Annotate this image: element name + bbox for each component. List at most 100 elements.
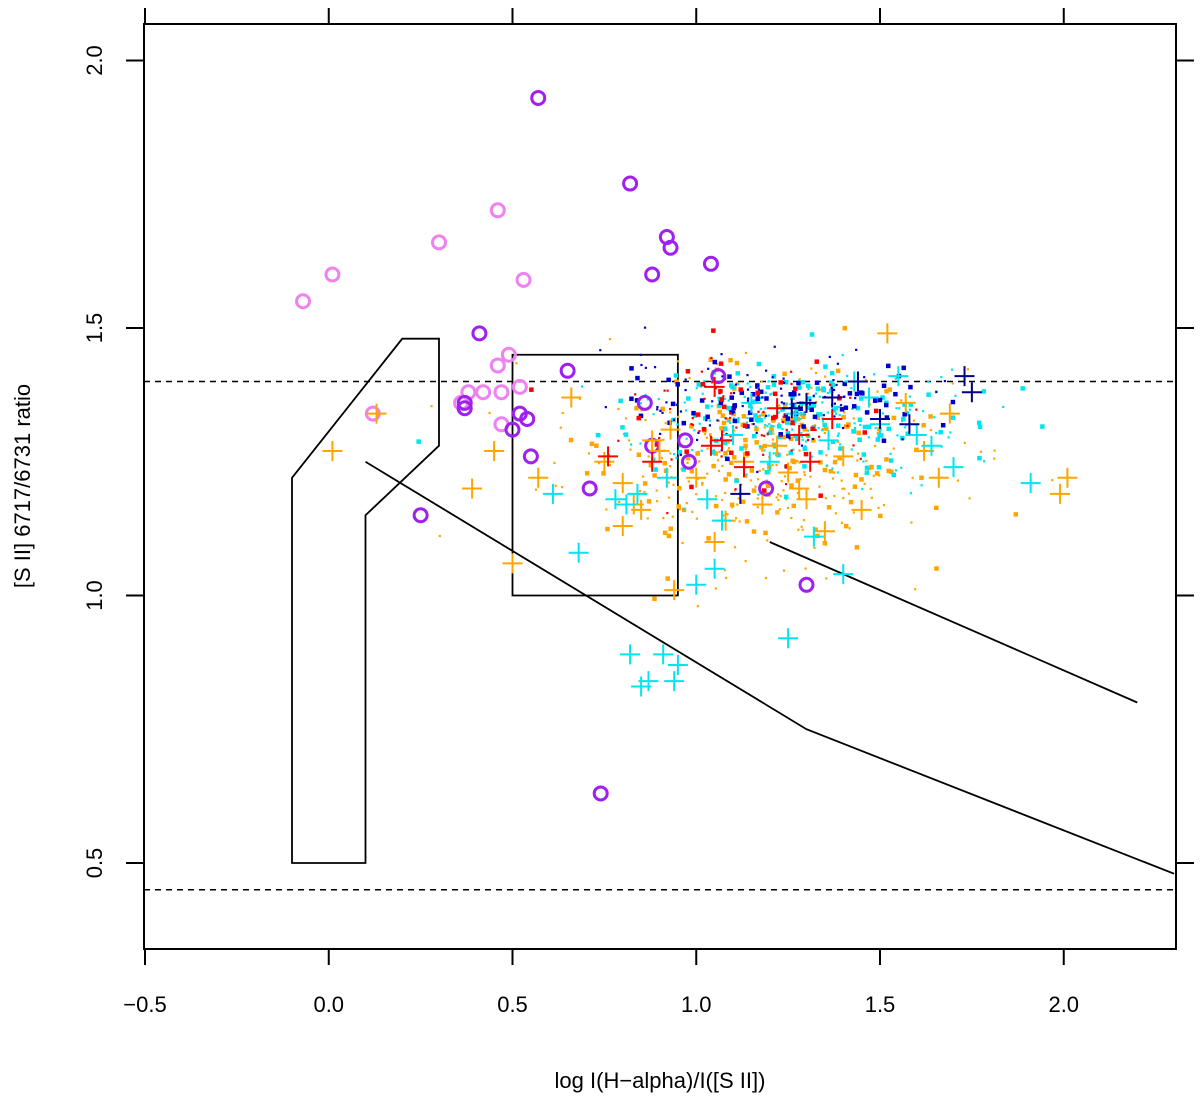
data-point [805, 440, 808, 443]
data-point [744, 451, 750, 456]
data-point [803, 471, 806, 474]
data-point [892, 447, 895, 450]
data-point [653, 467, 658, 472]
data-point [730, 392, 733, 395]
data-point [790, 417, 795, 423]
data-point [707, 367, 710, 370]
data-point [802, 464, 807, 469]
data-point [800, 435, 803, 438]
plus-marker [928, 467, 949, 488]
data-point [822, 414, 825, 417]
data-point [732, 418, 738, 424]
data-point [667, 481, 670, 484]
data-point [850, 448, 853, 451]
data-point [737, 417, 740, 420]
data-point [794, 407, 800, 412]
data-point [723, 569, 727, 572]
circle-marker [489, 202, 506, 219]
data-point [798, 393, 801, 396]
data-point [682, 508, 686, 511]
data-point [879, 433, 884, 438]
data-point [734, 478, 739, 484]
data-point [683, 401, 686, 404]
data-point [709, 432, 712, 436]
data-point [734, 517, 738, 520]
data-point [791, 428, 794, 431]
data-point [677, 485, 682, 491]
data-point [710, 405, 713, 408]
data-point [818, 460, 823, 465]
data-point [768, 422, 771, 426]
plus-marker [502, 553, 523, 574]
data-point [723, 426, 728, 431]
circle-marker [644, 266, 661, 283]
data-point [934, 566, 939, 571]
data-point [646, 398, 649, 401]
plus-marker [833, 446, 854, 467]
data-point [751, 488, 757, 493]
data-point [701, 483, 704, 486]
orange-square-points [430, 325, 1054, 608]
data-point [836, 471, 840, 474]
data-point [799, 414, 802, 417]
data-point [763, 449, 766, 452]
data-point [836, 434, 840, 437]
data-point [561, 486, 564, 489]
data-point [647, 455, 650, 458]
data-point [901, 365, 906, 371]
data-point [717, 403, 723, 408]
plus-marker [462, 478, 483, 499]
y-tick-label: 1.0 [82, 580, 107, 611]
data-point [643, 491, 646, 494]
x-tick-label: −0.5 [123, 992, 166, 1017]
data-point [790, 395, 795, 400]
data-point [801, 528, 804, 531]
data-point [665, 576, 670, 581]
data-point [669, 411, 672, 414]
data-point [828, 469, 834, 474]
data-point [691, 448, 694, 452]
data-point [877, 397, 883, 403]
data-point [898, 407, 901, 410]
data-point [798, 378, 801, 381]
data-point [721, 464, 724, 467]
data-point [862, 424, 868, 430]
data-point [601, 471, 606, 476]
data-point [438, 534, 441, 538]
circle-marker [522, 448, 539, 465]
data-point [706, 472, 709, 475]
data-point [731, 455, 737, 460]
data-point [701, 427, 707, 432]
plus-marker [847, 371, 868, 392]
data-point [896, 434, 899, 437]
data-point [823, 431, 826, 435]
data-point [862, 430, 868, 435]
data-point [698, 422, 701, 425]
data-point [882, 503, 886, 507]
data-point [629, 366, 634, 371]
data-point [654, 442, 660, 447]
data-point [772, 452, 775, 455]
data-point [738, 387, 743, 392]
data-point [589, 441, 595, 447]
data-point [703, 380, 706, 383]
data-point [848, 527, 851, 530]
data-point [695, 451, 700, 456]
data-point [799, 478, 802, 481]
data-point [729, 435, 732, 438]
data-point [818, 450, 823, 455]
data-point [699, 398, 705, 403]
data-point [993, 449, 996, 452]
cyan-square-points [416, 332, 1045, 511]
data-point [742, 473, 748, 478]
data-point [810, 426, 815, 432]
data-point [790, 516, 793, 520]
data-point [832, 379, 835, 382]
data-point [658, 436, 661, 440]
data-point [842, 381, 847, 387]
data-point [696, 477, 699, 481]
data-point [785, 431, 791, 436]
data-point [722, 440, 728, 446]
data-point [587, 452, 591, 455]
marker-series [295, 89, 1078, 802]
